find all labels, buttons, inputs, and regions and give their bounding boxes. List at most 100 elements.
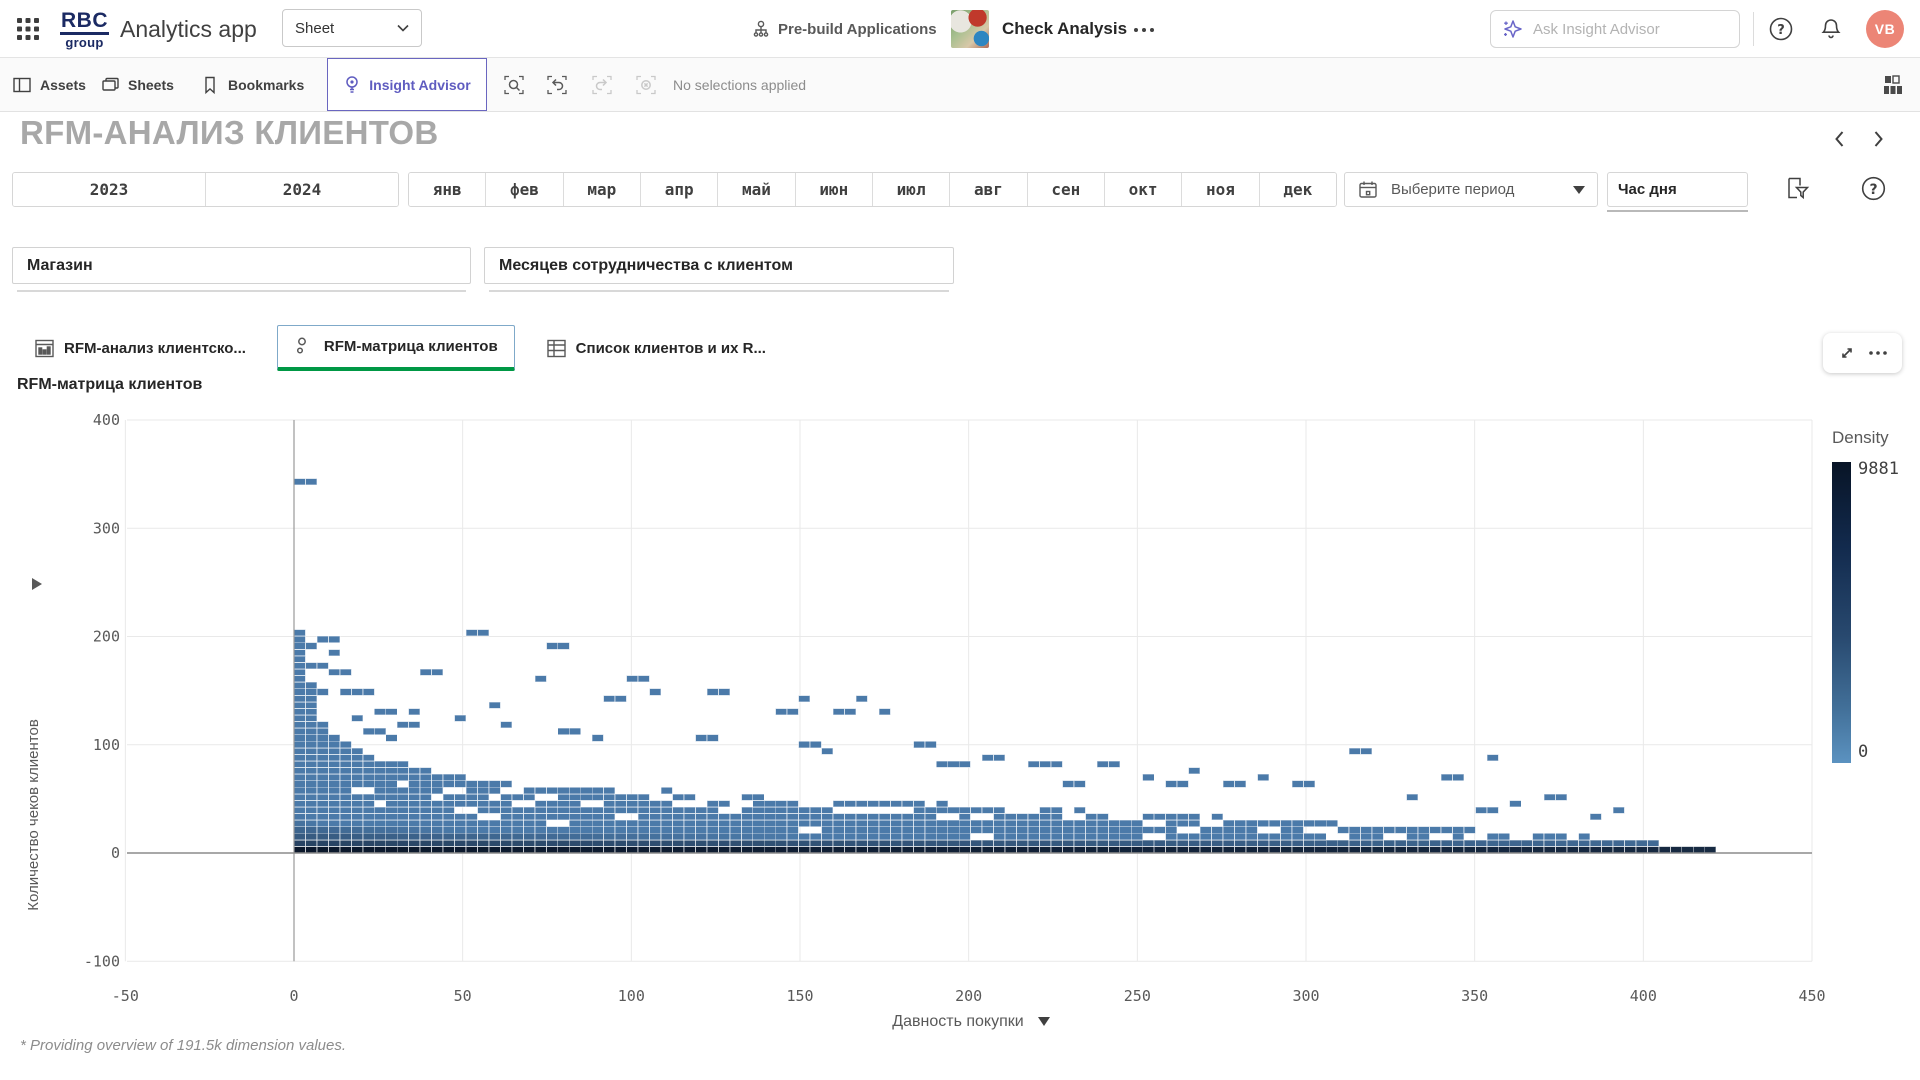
- heatmap-cell[interactable]: [419, 806, 433, 815]
- heatmap-cell[interactable]: [373, 806, 387, 815]
- heatmap-cell[interactable]: [889, 839, 903, 847]
- heatmap-cell[interactable]: [511, 845, 524, 854]
- heatmap-cell[interactable]: [1004, 813, 1018, 821]
- heatmap-cell[interactable]: [488, 806, 501, 815]
- heatmap-cell[interactable]: [305, 721, 318, 729]
- heatmap-cell[interactable]: [1176, 780, 1190, 788]
- heatmap-cell[interactable]: [442, 819, 456, 828]
- heatmap-cell[interactable]: [408, 793, 421, 801]
- heatmap-cell[interactable]: [935, 799, 949, 808]
- heatmap-cell[interactable]: [1486, 806, 1499, 815]
- heatmap-cell[interactable]: [1325, 839, 1339, 847]
- heatmap-cell[interactable]: [396, 839, 410, 847]
- heatmap-cell[interactable]: [293, 767, 306, 775]
- heatmap-cell[interactable]: [327, 760, 341, 769]
- heatmap-cell[interactable]: [763, 839, 777, 847]
- heatmap-cell[interactable]: [339, 826, 352, 834]
- heatmap-cell[interactable]: [958, 813, 972, 821]
- heatmap-cell[interactable]: [603, 826, 616, 834]
- heatmap-cell[interactable]: [798, 819, 811, 828]
- heatmap-cell[interactable]: [672, 839, 685, 847]
- heatmap-cell[interactable]: [1601, 839, 1614, 847]
- heatmap-cell[interactable]: [293, 839, 306, 847]
- heatmap-cell[interactable]: [591, 786, 605, 795]
- heatmap-cell[interactable]: [1497, 839, 1511, 847]
- heatmap-cell[interactable]: [603, 694, 616, 703]
- heatmap-cell[interactable]: [832, 832, 845, 841]
- heatmap-cell[interactable]: [442, 793, 456, 801]
- heatmap-cell[interactable]: [1383, 845, 1396, 854]
- heatmap-cell[interactable]: [1463, 826, 1476, 834]
- heatmap-cells[interactable]: [293, 478, 1717, 854]
- heatmap-cell[interactable]: [305, 806, 318, 815]
- heatmap-cell[interactable]: [1601, 845, 1614, 854]
- heatmap-cell[interactable]: [1096, 839, 1109, 847]
- heatmap-cell[interactable]: [1153, 839, 1167, 847]
- heatmap-cell[interactable]: [1142, 813, 1155, 821]
- month-filter-авг[interactable]: авг: [949, 173, 1027, 206]
- heatmap-cell[interactable]: [706, 819, 719, 828]
- heatmap-cell[interactable]: [293, 813, 306, 821]
- heatmap-cell[interactable]: [1704, 845, 1717, 854]
- heatmap-cell[interactable]: [1578, 845, 1591, 854]
- heatmap-cell[interactable]: [454, 799, 467, 808]
- heatmap-cell[interactable]: [522, 786, 536, 795]
- heatmap-cell[interactable]: [1360, 832, 1373, 841]
- heatmap-cell[interactable]: [1119, 832, 1132, 841]
- heatmap-cell[interactable]: [1578, 839, 1591, 847]
- heatmap-cell[interactable]: [408, 819, 421, 828]
- heatmap-cell[interactable]: [1646, 839, 1660, 847]
- heatmap-cell[interactable]: [924, 826, 937, 834]
- sheet-overview-icon[interactable]: [1881, 73, 1905, 97]
- heatmap-cell[interactable]: [293, 629, 306, 637]
- heatmap-cell[interactable]: [660, 806, 673, 815]
- heatmap-cell[interactable]: [1222, 780, 1235, 788]
- heatmap-cell[interactable]: [568, 819, 582, 828]
- heatmap-cell[interactable]: [477, 832, 490, 841]
- heatmap-cell[interactable]: [305, 688, 318, 696]
- heatmap-cell[interactable]: [327, 819, 341, 828]
- heatmap-cell[interactable]: [419, 839, 433, 847]
- heatmap-cell[interactable]: [1176, 819, 1190, 828]
- heatmap-cell[interactable]: [1474, 845, 1488, 854]
- heatmap-cell[interactable]: [316, 806, 329, 815]
- heatmap-cell[interactable]: [327, 786, 341, 795]
- heatmap-cell[interactable]: [867, 819, 880, 828]
- heatmap-cell[interactable]: [752, 832, 765, 841]
- heatmap-cell[interactable]: [327, 648, 341, 657]
- heatmap-cell[interactable]: [477, 839, 490, 847]
- heatmap-cell[interactable]: [924, 819, 937, 828]
- heatmap-cell[interactable]: [408, 845, 421, 854]
- heatmap-cell[interactable]: [454, 773, 467, 782]
- heatmap-cell[interactable]: [442, 799, 456, 808]
- heatmap-cell[interactable]: [1440, 839, 1453, 847]
- heatmap-cell[interactable]: [1451, 832, 1465, 841]
- heatmap-cell[interactable]: [878, 799, 891, 808]
- heatmap-cell[interactable]: [431, 786, 444, 795]
- heatmap-cell[interactable]: [1394, 839, 1407, 847]
- heatmap-cell[interactable]: [568, 845, 582, 854]
- heatmap-cell[interactable]: [729, 845, 742, 854]
- heatmap-cell[interactable]: [603, 813, 616, 821]
- heatmap-cell[interactable]: [339, 688, 352, 696]
- heatmap-cell[interactable]: [385, 832, 398, 841]
- heatmap-cell[interactable]: [832, 826, 845, 834]
- heatmap-cell[interactable]: [683, 845, 696, 854]
- heatmap-cell[interactable]: [499, 806, 513, 815]
- heatmap-cell[interactable]: [958, 826, 972, 834]
- heatmap-cell[interactable]: [557, 727, 570, 736]
- heatmap-cell[interactable]: [901, 845, 914, 854]
- heatmap-cell[interactable]: [293, 661, 306, 670]
- heatmap-cell[interactable]: [614, 819, 628, 828]
- heatmap-cell[interactable]: [1497, 832, 1511, 841]
- heatmap-cell[interactable]: [1417, 839, 1430, 847]
- heatmap-cell[interactable]: [339, 799, 352, 808]
- heatmap-cell[interactable]: [970, 839, 983, 847]
- heatmap-cell[interactable]: [626, 819, 639, 828]
- heatmap-cell[interactable]: [339, 806, 352, 815]
- heatmap-cell[interactable]: [672, 819, 685, 828]
- heatmap-cell[interactable]: [373, 786, 387, 795]
- heatmap-cell[interactable]: [419, 773, 433, 782]
- heatmap-cell[interactable]: [339, 845, 352, 854]
- heatmap-cell[interactable]: [465, 832, 478, 841]
